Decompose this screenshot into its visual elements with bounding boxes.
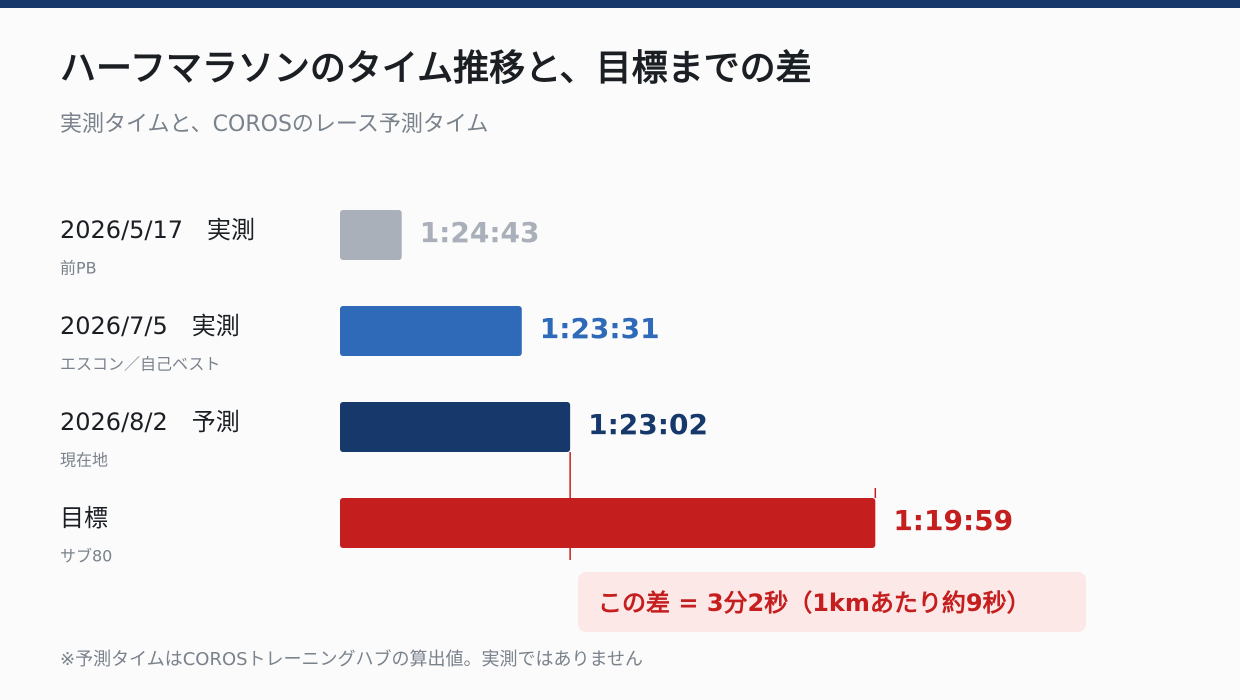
category-sublabel: サブ80 [60, 547, 112, 566]
top-band [0, 0, 1240, 8]
bar [340, 210, 402, 260]
category-sublabel: 現在地 [60, 451, 108, 470]
category-label: 2026/8/2 予測 [60, 408, 240, 436]
value-label: 1:23:31 [540, 312, 660, 345]
chart-subtitle: 実測タイムと、COROSのレース予測タイム [60, 112, 488, 137]
bar [340, 498, 876, 548]
bar [340, 402, 571, 452]
category-label: 2026/7/5 実測 [60, 312, 240, 340]
category-label: 目標 [60, 504, 108, 532]
value-label: 1:24:43 [420, 216, 540, 249]
category-label: 2026/5/17 実測 [60, 216, 255, 244]
bar [340, 306, 522, 356]
chart-title: ハーフマラソンのタイム推移と、目標までの差 [60, 48, 812, 89]
annotation-box [578, 572, 1086, 632]
annotation: この差 = 3分2秒（1kmあたり約9秒） [598, 589, 1031, 617]
footnote: ※予測タイムはCOROSトレーニングハブの算出値。実測ではありません [60, 648, 643, 670]
category-sublabel: エスコン／自己ベスト [60, 355, 220, 374]
value-label: 1:23:02 [588, 408, 708, 441]
value-label: 1:19:59 [893, 504, 1013, 537]
category-sublabel: 前PB [60, 259, 97, 278]
